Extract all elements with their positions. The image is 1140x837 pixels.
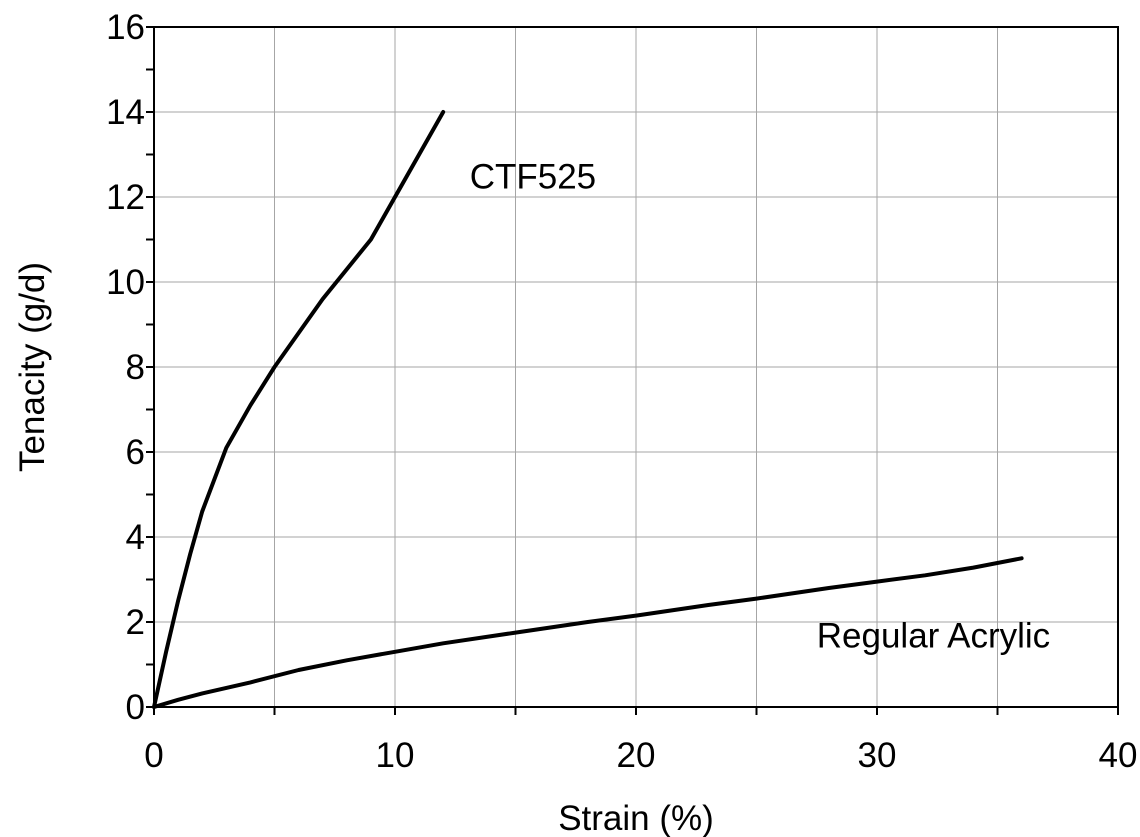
y-tick-label: 6 <box>126 433 145 472</box>
series-label-2: Regular Acrylic <box>817 617 1050 656</box>
x-tick-label: 10 <box>376 736 415 775</box>
x-tick-label: 30 <box>858 736 897 775</box>
x-tick-label: 0 <box>144 736 163 775</box>
axis-ticks <box>146 26 1119 715</box>
y-tick-label: 2 <box>126 603 145 642</box>
grid <box>154 27 1118 707</box>
series-lines <box>152 110 1024 709</box>
series-labels: CTF525 Regular Acrylic <box>470 158 1050 656</box>
y-tick-label: 10 <box>106 263 145 302</box>
y-axis-title: Tenacity (g/d) <box>13 262 52 472</box>
series-line-1 <box>152 110 446 709</box>
y-tick-labels: 0 2 4 6 8 10 12 14 16 <box>106 8 145 727</box>
plot-area <box>153 26 1119 708</box>
y-tick-label: 12 <box>106 178 145 217</box>
y-tick-label: 8 <box>126 348 145 387</box>
y-tick-label: 14 <box>106 93 145 132</box>
x-tick-label: 20 <box>617 736 656 775</box>
x-tick-labels: 0 10 20 30 40 <box>144 736 1137 775</box>
y-tick-label: 16 <box>106 8 145 47</box>
y-tick-label: 4 <box>126 518 145 557</box>
x-tick-label: 40 <box>1099 736 1138 775</box>
y-tick-label: 0 <box>126 688 145 727</box>
series-line-2 <box>152 556 1024 709</box>
series-label-1: CTF525 <box>470 158 596 197</box>
x-axis-title: Strain (%) <box>558 799 714 837</box>
